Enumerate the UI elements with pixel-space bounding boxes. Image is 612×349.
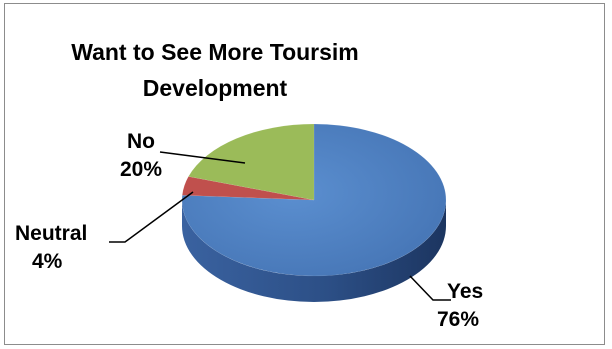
pie-side-yes <box>182 200 446 302</box>
pie-sides <box>182 200 446 302</box>
label-no-name: No <box>127 130 155 153</box>
label-no: No 20% <box>111 128 171 184</box>
leader-yes <box>409 275 451 301</box>
chart-title: Want to See More Toursim Development <box>71 39 359 101</box>
label-no-value: 20% <box>119 158 163 181</box>
label-yes-name: Yes <box>447 280 484 303</box>
chart-frame: Want to See More Toursim Development No … <box>4 3 605 345</box>
pie-slice-yes <box>181 123 447 277</box>
label-yes-value: 76% <box>437 308 480 331</box>
pie-slice-neutral <box>181 176 315 201</box>
pie-chart <box>109 123 451 302</box>
label-yes: Yes 76% <box>433 278 503 334</box>
label-neutral-value: 4% <box>32 250 63 273</box>
pie-tops <box>181 123 447 277</box>
pie-slice-no <box>188 123 315 201</box>
label-neutral: Neutral 4% <box>15 220 111 276</box>
pie-leaders <box>109 151 451 301</box>
leader-no <box>159 151 246 164</box>
label-neutral-name: Neutral <box>15 222 88 245</box>
leader-neutral <box>109 191 194 243</box>
